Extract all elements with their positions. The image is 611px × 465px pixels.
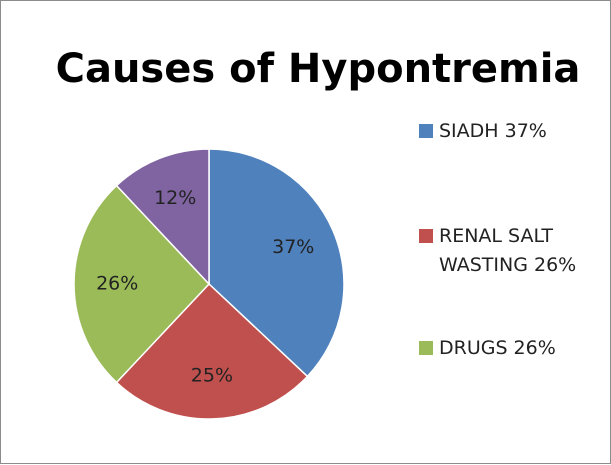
legend-item: RENAL SALT WASTING 26% (419, 222, 604, 280)
pie-slice (115, 148, 210, 286)
data-label: 12% (154, 187, 196, 209)
data-label: 25% (191, 364, 233, 386)
legend-item: SIADH 37% (419, 117, 604, 146)
pie-slice (208, 148, 345, 378)
pie-slice (73, 184, 211, 384)
data-label: 37% (272, 236, 314, 258)
legend-item: DRUGS 26% (419, 334, 604, 363)
legend-swatch (419, 341, 433, 355)
legend-label: DRUGS 26% (439, 337, 556, 359)
legend-swatch (419, 124, 433, 138)
legend-label: SIADH 37% (439, 120, 547, 142)
data-label: 26% (96, 273, 138, 295)
legend-swatch (419, 229, 433, 243)
pie-slice (115, 282, 309, 420)
chart-title: Causes of Hypontremia (56, 46, 581, 92)
legend-label: RENAL SALT WASTING 26% (439, 225, 577, 276)
